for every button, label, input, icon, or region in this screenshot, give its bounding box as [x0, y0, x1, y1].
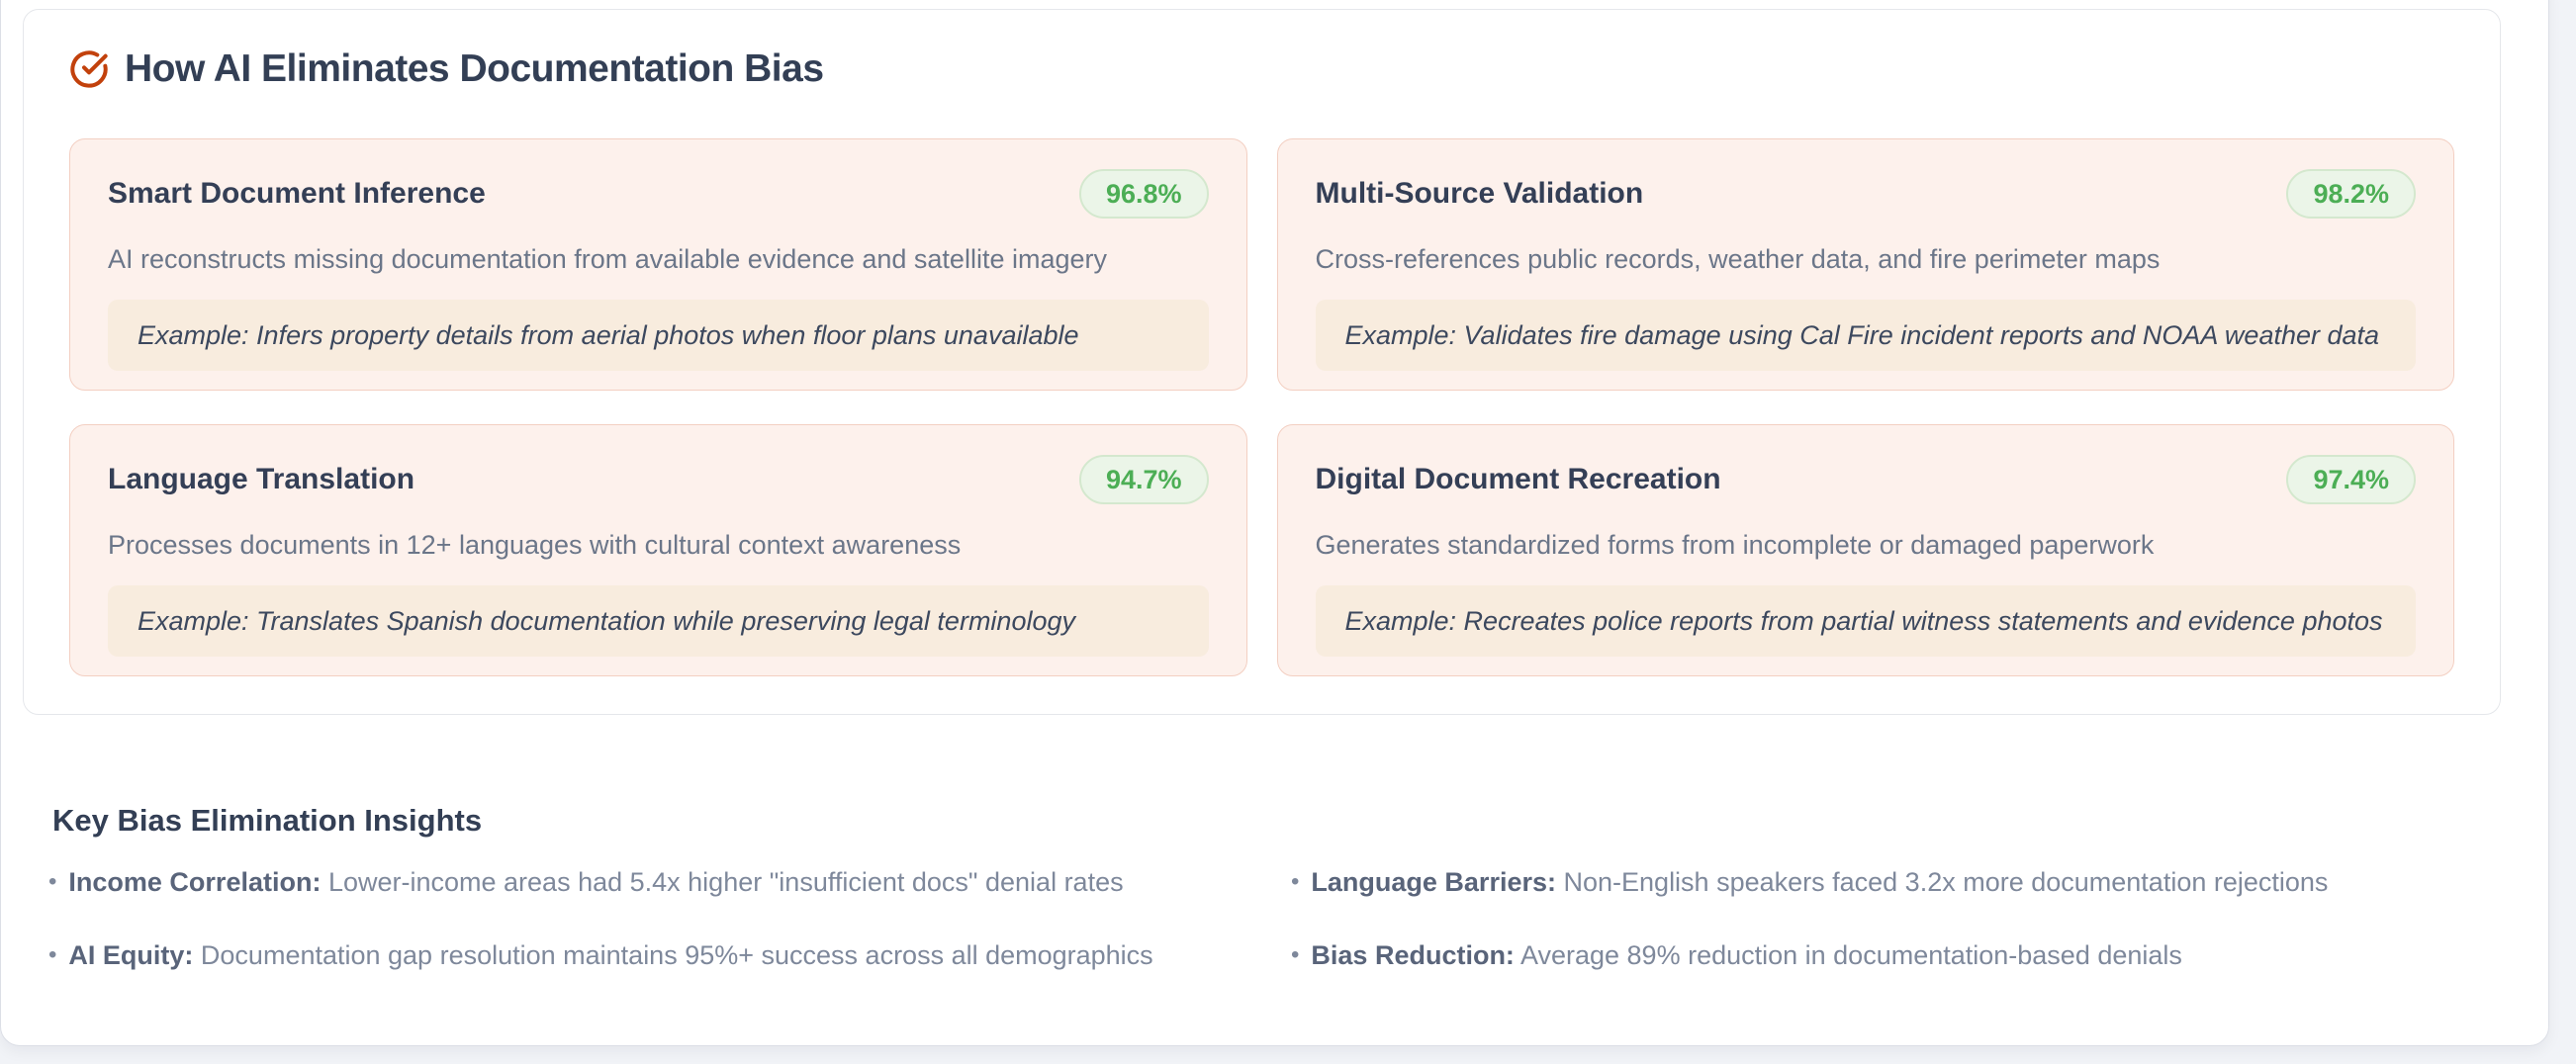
insights-grid: • Income Correlation: Lower-income areas… — [48, 865, 2492, 972]
bullet-icon: • — [48, 868, 57, 895]
feature-title: Language Translation — [108, 463, 415, 495]
bullet-icon: • — [1291, 868, 1300, 895]
insight-label: AI Equity: — [68, 940, 194, 970]
feature-description: AI reconstructs missing documentation fr… — [108, 244, 1107, 274]
section-header: How AI Eliminates Documentation Bias — [69, 45, 2454, 93]
feature-example-box: Example: Infers property details from ae… — [108, 300, 1209, 371]
insights-section: Key Bias Elimination Insights • Income C… — [48, 802, 2492, 972]
insight-body: Lower-income areas had 5.4x higher "insu… — [327, 867, 1124, 897]
insight-item-bias-reduction: • Bias Reduction: Average 89% reduction … — [1291, 938, 2492, 972]
insight-body: Non-English speakers faced 3.2x more doc… — [1563, 867, 2329, 897]
feature-example-box: Example: Recreates police reports from p… — [1315, 585, 2416, 657]
feature-card-multi-source-validation: Multi-Source Validation 98.2% Cross-refe… — [1276, 138, 2454, 391]
check-circle-icon — [70, 50, 108, 88]
content-panel: How AI Eliminates Documentation Bias Sma… — [0, 0, 2549, 1046]
feature-card-header: Multi-Source Validation 98.2% — [1315, 169, 2416, 219]
insight-item-ai-equity: • AI Equity: Documentation gap resolutio… — [48, 938, 1291, 972]
feature-description: Cross-references public records, weather… — [1315, 244, 2161, 274]
bullet-icon: • — [1291, 941, 1300, 968]
feature-card-header: Digital Document Recreation 97.4% — [1315, 455, 2416, 504]
feature-description: Generates standardized forms from incomp… — [1315, 530, 2155, 560]
insight-text: AI Equity: Documentation gap resolution … — [68, 938, 1152, 972]
insight-label: Bias Reduction: — [1311, 940, 1515, 970]
feature-card-digital-document-recreation: Digital Document Recreation 97.4% Genera… — [1276, 424, 2454, 676]
section-title: How AI Eliminates Documentation Bias — [125, 47, 824, 90]
feature-card-header: Smart Document Inference 96.8% — [108, 169, 1209, 219]
insight-body: Documentation gap resolution maintains 9… — [200, 940, 1153, 970]
feature-description: Processes documents in 12+ languages wit… — [108, 530, 962, 560]
accuracy-badge: 96.8% — [1078, 169, 1209, 219]
accuracy-badge: 94.7% — [1078, 455, 1209, 504]
insight-item-income-correlation: • Income Correlation: Lower-income areas… — [48, 865, 1291, 899]
feature-title: Digital Document Recreation — [1315, 463, 1721, 495]
documentation-bias-card: How AI Eliminates Documentation Bias Sma… — [23, 9, 2501, 715]
features-grid: Smart Document Inference 96.8% AI recons… — [69, 138, 2454, 676]
insight-body: Average 89% reduction in documentation-b… — [1519, 940, 2182, 970]
feature-title: Smart Document Inference — [108, 177, 486, 210]
insights-heading: Key Bias Elimination Insights — [52, 803, 483, 838]
insight-item-language-barriers: • Language Barriers: Non-English speaker… — [1291, 865, 2492, 899]
insight-text: Bias Reduction: Average 89% reduction in… — [1311, 938, 2182, 972]
feature-title: Multi-Source Validation — [1315, 177, 1644, 210]
feature-card-language-translation: Language Translation 94.7% Processes doc… — [69, 424, 1247, 676]
insight-text: Income Correlation: Lower-income areas h… — [68, 865, 1123, 899]
feature-example-box: Example: Translates Spanish documentatio… — [108, 585, 1209, 657]
insight-text: Language Barriers: Non-English speakers … — [1311, 865, 2328, 899]
feature-card-header: Language Translation 94.7% — [108, 455, 1209, 504]
accuracy-badge: 98.2% — [2286, 169, 2416, 219]
accuracy-badge: 97.4% — [2286, 455, 2416, 504]
insight-label: Language Barriers: — [1311, 867, 1556, 897]
feature-example-box: Example: Validates fire damage using Cal… — [1315, 300, 2416, 371]
bullet-icon: • — [48, 941, 57, 968]
feature-card-smart-document-inference: Smart Document Inference 96.8% AI recons… — [69, 138, 1247, 391]
insight-label: Income Correlation: — [68, 867, 322, 897]
